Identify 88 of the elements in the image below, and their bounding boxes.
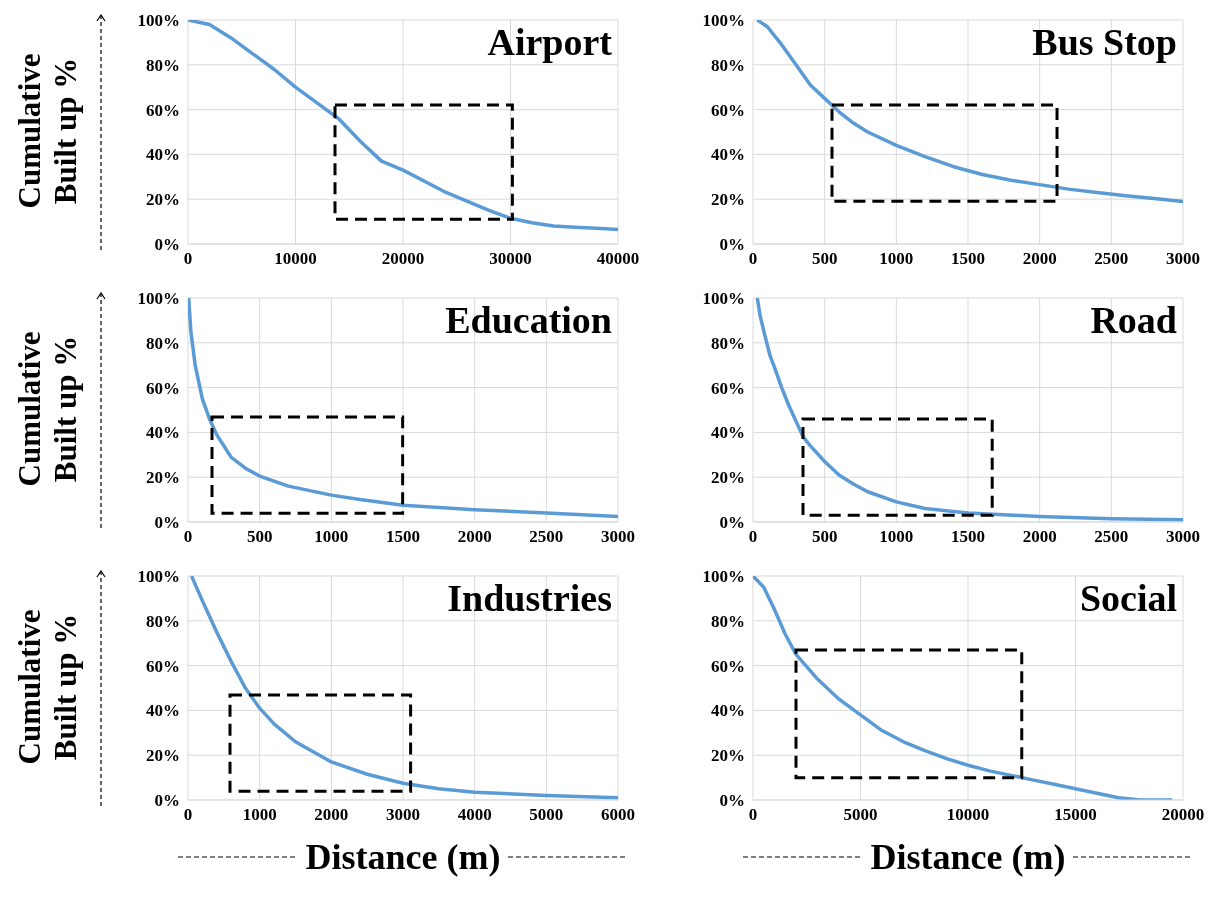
y-tick-label: 0%: [154, 791, 180, 811]
y-axis-title: Cumulative Built up %: [12, 608, 84, 767]
x-tick-label: 1000: [314, 527, 349, 547]
x-tick-label: 10000: [274, 249, 317, 269]
y-tick-label: 20%: [711, 468, 745, 488]
y-tick-label: 20%: [146, 746, 180, 766]
x-tick-label: 3000: [601, 527, 635, 547]
y-axis-title: Cumulative Built up %: [12, 330, 84, 489]
y-tick-label: 60%: [146, 378, 180, 398]
chart-title: Bus Stop: [1032, 20, 1177, 64]
y-tick-label: 80%: [146, 611, 180, 631]
x-tick-label: 0: [183, 527, 193, 547]
x-tick-label: 1000: [242, 805, 277, 825]
y-tick-label: 0%: [154, 513, 180, 533]
y-tick-label: 0%: [719, 235, 745, 255]
chart-title: Social: [1079, 576, 1177, 620]
y-tick-label: 40%: [146, 423, 180, 443]
y-tick-label: 80%: [711, 55, 745, 75]
x-axis-title: Distance (m): [869, 836, 1067, 878]
y-tick-label: 80%: [146, 55, 180, 75]
x-tick-label: 1000: [879, 527, 914, 547]
y-tick-label: 40%: [711, 145, 745, 165]
x-tick-label: 1500: [951, 527, 985, 547]
x-tick-label: 500: [811, 249, 838, 269]
chart-title: Road: [1090, 298, 1177, 342]
y-tick-label: 20%: [146, 468, 180, 488]
y-axis-title: Cumulative Built up %: [12, 52, 84, 211]
x-tick-label: 2500: [529, 527, 564, 547]
y-tick-label: 80%: [146, 333, 180, 353]
x-tick-label: 3000: [1166, 249, 1200, 269]
x-tick-label: 5000: [843, 805, 878, 825]
y-tick-label: 100%: [137, 11, 180, 31]
x-axis-title: Distance (m): [304, 836, 502, 878]
x-tick-label: 0: [183, 805, 193, 825]
y-tick-label: 60%: [711, 656, 745, 676]
x-tick-label: 4000: [457, 805, 492, 825]
x-tick-label: 0: [748, 527, 758, 547]
line-series: [189, 576, 618, 800]
x-tick-label: 20000: [381, 249, 425, 269]
x-tick-label: 0: [183, 249, 193, 269]
y-tick-label: 0%: [719, 791, 745, 811]
y-tick-label: 60%: [146, 100, 180, 120]
x-tick-label: 15000: [1054, 805, 1097, 825]
y-tick-label: 20%: [711, 190, 745, 210]
x-tick-label: 500: [246, 527, 273, 547]
chart-title: Education: [445, 298, 612, 342]
y-tick-label: 100%: [702, 11, 745, 31]
y-tick-label: 0%: [154, 235, 180, 255]
y-tick-label: 40%: [711, 423, 745, 443]
y-tick-label: 20%: [146, 190, 180, 210]
x-tick-label: 3000: [1166, 527, 1200, 547]
y-tick-label: 100%: [702, 567, 745, 587]
y-tick-label: 80%: [711, 333, 745, 353]
y-tick-label: 100%: [702, 289, 745, 309]
line-series: [188, 298, 618, 519]
y-tick-label: 40%: [146, 701, 180, 721]
y-tick-label: 100%: [137, 289, 180, 309]
x-tick-label: 40000: [596, 249, 640, 269]
x-tick-label: 1500: [951, 249, 985, 269]
x-tick-label: 2000: [457, 527, 492, 547]
y-tick-label: 40%: [146, 145, 180, 165]
x-tick-label: 2000: [314, 805, 349, 825]
x-tick-label: 500: [811, 527, 838, 547]
y-tick-label: 80%: [711, 611, 745, 631]
x-tick-label: 5000: [529, 805, 564, 825]
x-tick-label: 2000: [1022, 527, 1057, 547]
x-tick-label: 3000: [386, 805, 420, 825]
y-tick-label: 60%: [146, 656, 180, 676]
x-tick-label: 0: [748, 249, 758, 269]
chart-title: Industries: [447, 576, 612, 620]
x-tick-label: 30000: [489, 249, 532, 269]
x-tick-label: 20000: [1161, 805, 1205, 825]
x-tick-label: 2500: [1094, 249, 1129, 269]
x-tick-label: 2000: [1022, 249, 1057, 269]
y-tick-label: 20%: [711, 746, 745, 766]
y-tick-label: 100%: [137, 567, 180, 587]
chart-title: Airport: [487, 20, 612, 64]
y-tick-label: 40%: [711, 701, 745, 721]
x-tick-label: 1000: [879, 249, 914, 269]
x-tick-label: 2500: [1094, 527, 1129, 547]
x-tick-label: 1500: [386, 527, 420, 547]
x-tick-label: 10000: [946, 805, 990, 825]
x-tick-label: 0: [748, 805, 758, 825]
y-tick-label: 60%: [711, 100, 745, 120]
y-tick-label: 60%: [711, 378, 745, 398]
y-tick-label: 0%: [719, 513, 745, 533]
line-series: [755, 298, 1183, 522]
x-tick-label: 6000: [601, 805, 635, 825]
